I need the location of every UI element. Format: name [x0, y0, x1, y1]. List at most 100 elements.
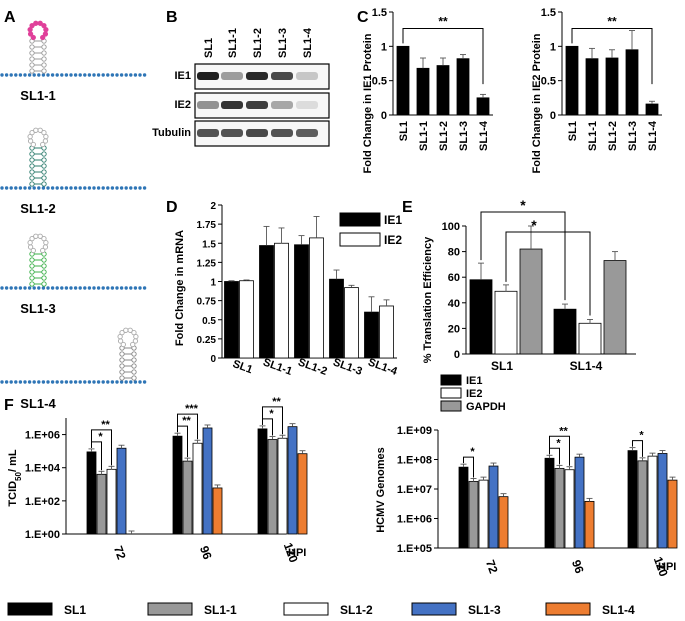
backbone-dot — [23, 286, 27, 290]
nucleotide — [119, 375, 125, 381]
chart-f-genomes-error-bar — [649, 452, 656, 457]
chart-f-genomes-significance-label: * — [470, 446, 475, 458]
blot-band — [296, 129, 318, 137]
lane-label-sl1: SL1 — [203, 38, 215, 58]
backbone-dot — [133, 186, 138, 190]
loop-nucleotide — [37, 127, 43, 133]
chart-d-bar-ie2 — [379, 305, 394, 359]
chart-e-y-tick-label: 40 — [448, 298, 460, 310]
chart-e-significance-bracket — [505, 231, 591, 316]
chart-e-bar-ie2 — [494, 290, 518, 355]
blot-band — [271, 72, 293, 80]
backbone-dot — [87, 380, 92, 384]
nucleotide — [131, 351, 137, 357]
chart-e-y-tick-label: 60 — [448, 272, 460, 284]
chart-d-y-tick-label: 0.75 — [197, 297, 217, 308]
chart-e-y-tick-label: 80 — [448, 247, 460, 259]
chart-d-error-bar — [348, 284, 355, 288]
backbone-dot — [64, 286, 69, 290]
backbone-dot — [14, 286, 18, 290]
chart-f-genomes-bar-sl1-3 — [574, 456, 585, 549]
chart-f-genomes-error-bar — [659, 450, 666, 454]
chart-f-genomes-x-tick-label: 120 — [651, 555, 671, 579]
chart-c-ie1-error-bar — [480, 93, 486, 98]
nucleotide — [131, 375, 137, 381]
chart-f-genomes-bar-sl1-2 — [647, 455, 658, 549]
backbone-dot — [133, 380, 138, 384]
chart-f-genomes-error-bar — [629, 447, 636, 451]
chart-d-error-bar — [278, 227, 285, 244]
chart-e-error-bar — [587, 318, 593, 324]
chart-f-tcid-bar-sl1-4 — [297, 453, 308, 535]
chart-f-tcid-error-bar — [88, 448, 95, 452]
loop-nucleotide — [43, 239, 49, 246]
chart-f-tcid-bar-sl1-1 — [96, 473, 107, 535]
backbone-dot — [83, 186, 87, 190]
label-sl1-3: SL1-3 — [20, 301, 55, 316]
chart-f-genomes-significance-label: * — [639, 430, 644, 442]
chart-f-tcid-error-bar — [118, 444, 125, 449]
loop-nucleotide — [127, 327, 133, 333]
backbone-dot — [9, 286, 13, 290]
backbone-dot — [142, 286, 147, 290]
chart-f-genomes-bar-sl1 — [458, 466, 469, 549]
chart-f-genomes-error-bar — [576, 453, 583, 458]
chart-f-tcid-error-bar — [269, 436, 276, 440]
backbone-sl1-1 — [0, 73, 147, 77]
chart-d-legend-label-ie1: IE1 — [384, 213, 402, 227]
chart-f-genomes-bar-sl1-3 — [488, 465, 499, 549]
chart-f-genomes-bar-sl1-4 — [584, 500, 595, 549]
chart-f-tcid-bar-sl1 — [86, 451, 97, 535]
chart-c-ie1-y-tick-label: 1.5 — [372, 7, 387, 19]
chart-c-ie2-error-bar — [629, 30, 635, 50]
chart-d-legend-label-ie2: IE2 — [384, 233, 402, 247]
blot-band — [246, 129, 268, 137]
backbone-dot — [46, 380, 50, 384]
chart-f-genomes-error-bar — [669, 476, 676, 481]
chart-c-ie1-bar — [476, 97, 490, 116]
backbone-dot — [78, 380, 82, 384]
chart-c-ie1-error-bar — [440, 57, 446, 66]
panel-letter-a: A — [4, 9, 16, 26]
backbone-dot — [46, 73, 50, 77]
chart-d-error-bar — [368, 296, 375, 313]
chart-c-ie2-bar — [585, 58, 599, 116]
chart-d-bar-ie1 — [329, 278, 344, 359]
chart-f-legend-label-sl1-2: SL1-2 — [340, 603, 373, 617]
backbone-dot — [41, 286, 46, 290]
nucleotide — [29, 169, 35, 175]
chart-e-x-tick-label: SL1-4 — [570, 359, 603, 373]
backbone-sl1-3 — [0, 286, 147, 290]
stem-loop-sl1-4 — [117, 327, 139, 381]
blot-band — [296, 101, 318, 109]
backbone-dot — [110, 73, 115, 77]
backbone-dot — [37, 186, 41, 190]
chart-c-ie2-y-tick-label: 1.5 — [541, 7, 556, 19]
nucleotide — [41, 151, 47, 157]
chart-f-genomes-significance-label: * — [556, 437, 561, 449]
chart-d-bar-ie1 — [224, 281, 239, 359]
chart-f-tcid-error-bar — [204, 424, 211, 428]
nucleotide — [119, 351, 125, 357]
chart-f-legend-swatch-sl1-4 — [545, 602, 591, 616]
chart-f-genomes-error-bar — [470, 478, 477, 482]
backbone-dot — [115, 286, 119, 290]
blot-band — [197, 72, 219, 80]
chart-c-ie2-significance-label: ** — [607, 14, 617, 28]
chart-d-error-bar — [298, 235, 305, 245]
chart-d-ylabel: Fold Change in mRNA — [174, 230, 186, 346]
backbone-dot — [55, 380, 59, 384]
nucleotide — [29, 62, 35, 68]
row-label-ie2: IE2 — [174, 99, 191, 111]
nucleotide — [29, 157, 35, 163]
chart-d-bar-ie2 — [309, 237, 324, 359]
chart-f-genomes-bar-sl1-2 — [564, 469, 575, 549]
backbone-dot — [64, 73, 69, 77]
backbone-dot — [78, 186, 82, 190]
chart-f-tcid-error-bar — [174, 432, 181, 437]
chart-f-tcid-error-bar — [214, 484, 221, 488]
backbone-sl1-4 — [0, 380, 147, 384]
chart-d-bar-ie2 — [274, 242, 289, 359]
chart-f-genomes-bar-sl1-1 — [554, 467, 565, 549]
chart-d-error-bar — [383, 299, 390, 306]
